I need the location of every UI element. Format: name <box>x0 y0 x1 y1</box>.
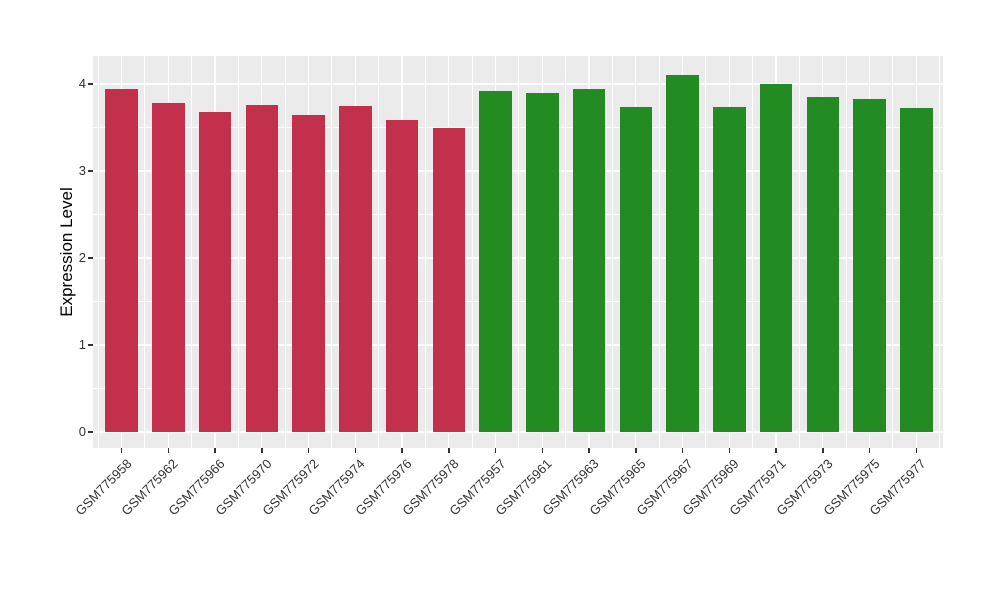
y-tick-label: 3 <box>78 163 86 178</box>
y-tick-mark <box>88 170 93 172</box>
x-tick-mark <box>494 448 497 453</box>
x-tick-mark <box>354 448 356 453</box>
major-gridline-horizontal <box>93 170 943 172</box>
bar-GSM775961 <box>526 92 559 432</box>
x-tick-mark <box>261 448 263 453</box>
x-tick-mark <box>868 448 871 453</box>
y-tick-mark <box>88 431 93 433</box>
minor-gridline-horizontal <box>93 388 943 389</box>
minor-gridline-vertical <box>237 56 239 448</box>
x-tick-mark <box>448 448 450 453</box>
bar-GSM775967 <box>666 75 699 432</box>
bar-GSM775969 <box>713 106 746 432</box>
minor-gridline-horizontal <box>93 214 943 215</box>
x-tick-mark <box>120 448 123 453</box>
y-tick-label: 0 <box>78 424 86 439</box>
major-gridline-horizontal <box>93 257 943 259</box>
major-gridline-horizontal <box>93 83 943 85</box>
major-gridline-horizontal <box>93 431 943 433</box>
bar-GSM775972 <box>292 115 325 432</box>
minor-gridline-vertical <box>191 56 193 448</box>
minor-gridline-vertical <box>611 56 613 448</box>
y-tick-label: 4 <box>78 76 86 91</box>
minor-gridline-vertical <box>144 56 146 448</box>
minor-gridline-vertical <box>798 56 800 448</box>
plot-panel <box>93 56 943 448</box>
bar-GSM775957 <box>479 90 512 432</box>
y-tick-mark <box>88 83 93 85</box>
x-tick-mark <box>214 448 216 453</box>
minor-gridline-vertical <box>424 56 426 448</box>
y-tick-label: 1 <box>78 337 86 352</box>
bar-GSM775977 <box>900 108 933 432</box>
x-tick-mark <box>822 448 824 453</box>
bar-GSM775976 <box>385 119 419 432</box>
minor-gridline-vertical <box>939 56 941 448</box>
x-tick-mark <box>728 448 730 453</box>
bar-GSM775958 <box>105 89 138 432</box>
minor-gridline-vertical <box>752 56 754 448</box>
x-tick-mark <box>167 448 169 453</box>
major-gridline-horizontal <box>93 344 943 346</box>
x-tick-mark <box>915 448 917 453</box>
x-tick-mark <box>401 448 403 453</box>
bar-GSM775978 <box>432 128 465 432</box>
y-tick-mark <box>88 257 93 259</box>
bar-GSM775966 <box>198 111 232 432</box>
minor-gridline-vertical <box>331 56 333 448</box>
minor-gridline-vertical <box>845 56 847 448</box>
x-tick-mark <box>541 448 543 453</box>
bar-GSM775973 <box>806 97 839 432</box>
x-tick-mark <box>307 448 310 453</box>
bar-GSM775963 <box>572 89 606 432</box>
minor-gridline-vertical <box>284 56 286 448</box>
y-tick-label: 2 <box>78 250 86 265</box>
minor-gridline-horizontal <box>93 301 943 302</box>
bar-GSM775970 <box>245 104 278 432</box>
minor-gridline-horizontal <box>93 127 943 128</box>
bar-GSM775965 <box>619 106 652 432</box>
minor-gridline-vertical <box>378 56 380 448</box>
bar-GSM775975 <box>853 98 886 432</box>
x-tick-mark <box>681 448 684 453</box>
x-tick-mark <box>635 448 637 453</box>
x-tick-mark <box>775 448 777 453</box>
minor-gridline-vertical <box>471 56 473 448</box>
x-tick-mark <box>588 448 590 453</box>
minor-gridline-vertical <box>892 56 894 448</box>
bar-GSM775971 <box>759 84 793 432</box>
bar-GSM775962 <box>152 103 185 432</box>
minor-gridline-vertical <box>97 56 99 448</box>
y-tick-mark <box>88 344 93 346</box>
minor-gridline-vertical <box>658 56 660 448</box>
minor-gridline-vertical <box>518 56 520 448</box>
minor-gridline-vertical <box>565 56 567 448</box>
bar-GSM775974 <box>339 105 372 432</box>
minor-gridline-vertical <box>705 56 707 448</box>
